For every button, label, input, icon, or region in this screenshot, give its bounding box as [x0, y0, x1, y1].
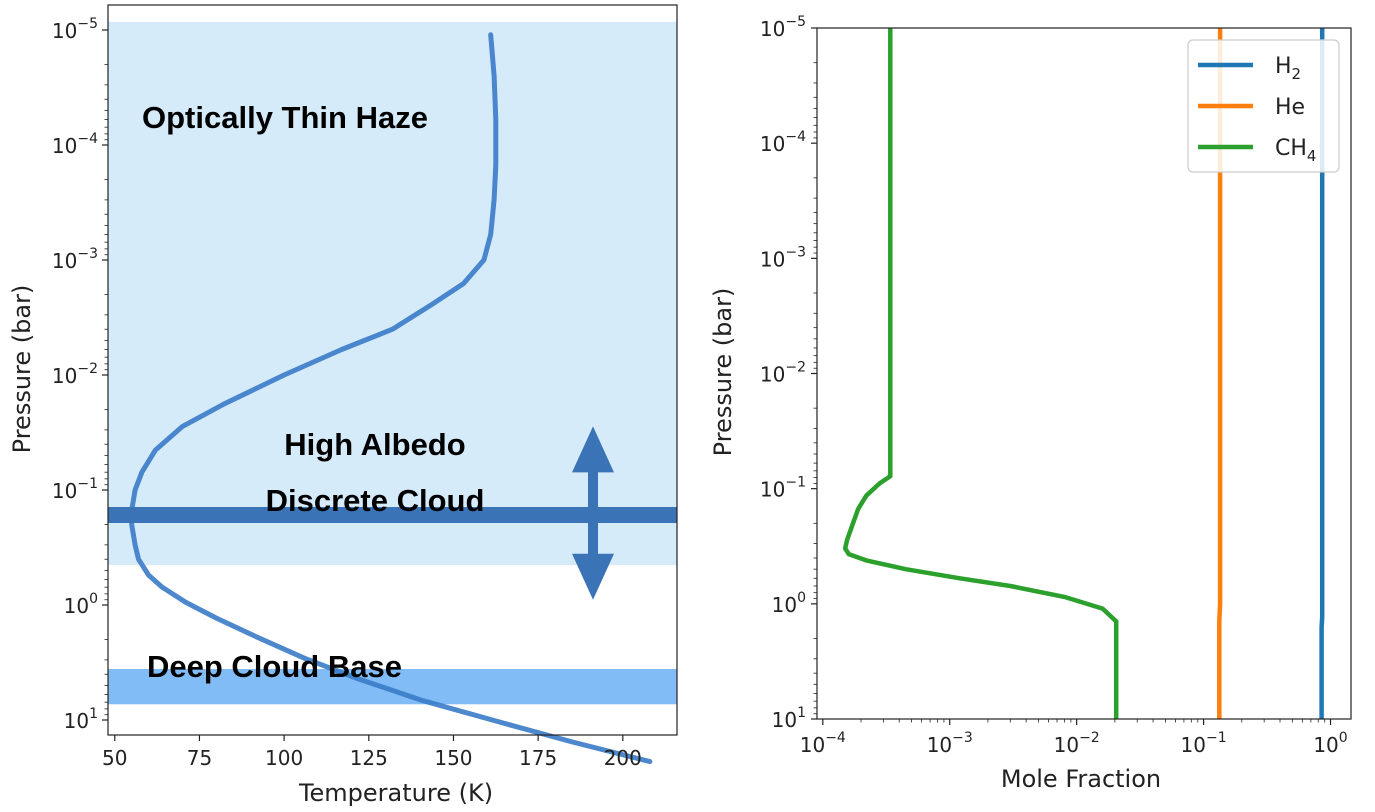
series-line-he — [1217, 28, 1223, 719]
left-x-tick-label: 175 — [519, 746, 557, 770]
annotation-deep-cloud-base: Deep Cloud Base — [147, 649, 402, 684]
legend-frame — [1187, 39, 1340, 173]
right-y-tick-label: 100 — [772, 590, 806, 617]
right-y-tick-label: 10−5 — [760, 14, 806, 41]
left-y-axis-label: Pressure (bar) — [8, 285, 36, 454]
region-haze — [108, 21, 677, 566]
left-x-axis-label: Temperature (K) — [298, 779, 493, 807]
series-line-h2 — [1319, 28, 1325, 719]
left-x-tick-label: 75 — [187, 746, 212, 770]
left-x-tick-label: 50 — [102, 746, 127, 770]
right-y-tick-label: 101 — [772, 705, 806, 732]
right-x-tick-label: 10−1 — [1181, 730, 1227, 757]
left-y-tick-label: 100 — [64, 591, 98, 618]
right-x-axis-label: Mole Fraction — [1001, 765, 1161, 793]
right-x-tick-label: 10−4 — [800, 730, 846, 757]
temperature-pressure-chart: Optically Thin Haze High Albedo Discrete… — [8, 4, 678, 807]
legend-label: CH4 — [1275, 136, 1316, 165]
legend-label: H2 — [1275, 54, 1301, 83]
left-x-tick-label: 200 — [604, 746, 642, 770]
left-x-tick-label: 125 — [350, 746, 388, 770]
left-y-tick-label: 10−2 — [52, 361, 98, 388]
legend: H2 He CH4 — [1187, 39, 1340, 173]
annotation-discrete-cloud: Discrete Cloud — [266, 483, 485, 518]
right-x-tick-label: 10−2 — [1054, 730, 1100, 757]
annotation-optically-thin-haze: Optically Thin Haze — [142, 100, 428, 135]
left-y-tick-label: 101 — [64, 706, 98, 733]
temperature-profile-line — [129, 32, 653, 765]
right-y-tick-label: 10−4 — [760, 129, 806, 156]
discrete-cloud-band — [108, 507, 677, 524]
left-y-tick-label: 10−4 — [52, 131, 98, 158]
right-y-axis-label: Pressure (bar) — [709, 288, 737, 457]
left-y-tick-label: 10−5 — [52, 16, 98, 43]
up-down-arrow-icon — [572, 426, 614, 600]
left-y-tick-label: 10−3 — [52, 246, 98, 273]
left-x-tick-label: 100 — [265, 746, 303, 770]
left-x-tick-label: 150 — [434, 746, 472, 770]
legend-label: He — [1275, 95, 1305, 120]
right-y-tick-label: 10−2 — [760, 360, 806, 387]
right-x-tick-label: 100 — [1313, 730, 1347, 757]
right-y-tick-label: 10−3 — [760, 244, 806, 271]
right-x-tick-label: 10−3 — [927, 730, 973, 757]
region-deep-cloud — [108, 668, 677, 705]
annotation-high-albedo: High Albedo — [284, 427, 465, 462]
right-y-tick-label: 10−1 — [760, 475, 806, 502]
left-y-tick-label: 10−1 — [52, 476, 98, 503]
series-line-ch4 — [842, 28, 1119, 719]
